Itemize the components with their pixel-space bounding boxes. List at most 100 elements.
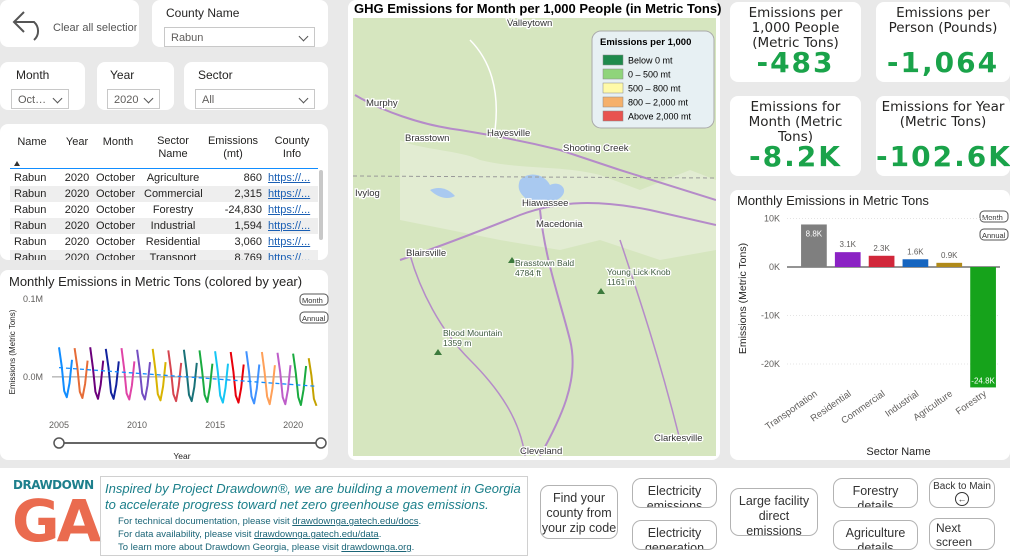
kpi-card: Emissions per Person (Pounds) -1,064 xyxy=(876,2,1010,82)
info-line: For technical documentation, please visi… xyxy=(118,516,421,527)
row-link[interactable]: https://... xyxy=(268,204,311,216)
kpi-card: Emissions for Year (Metric Tons) -102.6K xyxy=(876,96,1010,176)
table-cell: October xyxy=(96,204,136,216)
kpi-value: -1,064 xyxy=(886,46,1000,79)
table-cell: Residential xyxy=(145,236,201,248)
logo-bottom: GA xyxy=(12,487,101,555)
table-cell: Commercial xyxy=(144,188,202,200)
nav-button[interactable]: Back to Main ← xyxy=(929,478,995,508)
month-slicer[interactable]: Month Oct… xyxy=(0,62,85,110)
slicer-dropdown[interactable]: Rabun xyxy=(164,27,315,47)
table-cell: Rabun xyxy=(14,220,47,232)
slicer-dropdown[interactable]: All xyxy=(195,89,315,109)
nav-button[interactable]: Forestry details xyxy=(833,478,918,508)
kpi-label: Emissions for Month (Metric Tons) xyxy=(748,99,843,145)
nav-button[interactable]: Find your county from your zip code xyxy=(540,485,618,539)
row-link[interactable]: https://... xyxy=(268,188,311,200)
button-icon: ➔ xyxy=(962,547,975,550)
slicer-dropdown[interactable]: 2020 xyxy=(107,89,160,109)
column-header: Month xyxy=(102,136,134,148)
slicer-label: Sector xyxy=(198,68,233,82)
footer: DRAWDOWN GA Inspired by Project Drawdown… xyxy=(0,468,1010,556)
table-cell: Forestry xyxy=(152,204,194,216)
table-cell: October xyxy=(96,188,136,200)
table-row xyxy=(10,218,318,234)
table-cell: Rabun xyxy=(14,252,47,260)
info-line: For data availability, please visit draw… xyxy=(118,529,381,540)
scrollbar xyxy=(319,170,323,240)
sort-icon xyxy=(14,161,20,166)
table-row xyxy=(10,186,318,202)
table-cell: October xyxy=(96,236,136,248)
kpi-value: -8.2K xyxy=(749,140,842,173)
info-box: Inspired by Project Drawdown®, we are bu… xyxy=(100,476,528,556)
column-header: Name xyxy=(17,136,47,148)
year-slicer[interactable]: Year 2020 xyxy=(97,62,174,110)
nav-button[interactable]: Next screen➔ xyxy=(929,518,995,550)
clear-button[interactable]: Clear all selection xyxy=(0,0,139,47)
info-link[interactable]: drawdownga.gatech.edu/docs xyxy=(292,516,419,527)
data-table: Name Year Month Sector Name Emissions (mt) Co… xyxy=(0,124,328,260)
kpi-value: -483 xyxy=(756,46,835,79)
column-header: County Info xyxy=(274,135,310,160)
table-cell: 8,769 xyxy=(234,252,262,260)
row-link[interactable]: https://... xyxy=(268,172,311,184)
info-link[interactable]: drawdownga.gatech.edu/data xyxy=(254,529,379,540)
info-link[interactable]: drawdownga.org xyxy=(341,542,412,553)
header-underline xyxy=(10,168,318,169)
nav-button[interactable]: Electricity emissions xyxy=(632,478,717,508)
clear-label: Clear all selection xyxy=(53,22,137,34)
table-row xyxy=(10,170,318,186)
table-cell: Industrial xyxy=(150,220,196,232)
table-row xyxy=(10,250,318,260)
row-link[interactable]: https://... xyxy=(268,236,311,248)
button-label: Next screen xyxy=(936,521,973,549)
table-cell: 2020 xyxy=(64,172,90,184)
info-end: . xyxy=(418,516,422,527)
county-slicer[interactable]: County Name Rabun xyxy=(152,0,328,47)
bar-chart-panel xyxy=(730,190,1010,460)
nav-button[interactable]: Electricity generation xyxy=(632,520,717,550)
info-text: For technical documentation, please visi… xyxy=(118,516,293,527)
table-cell: October xyxy=(96,252,136,260)
table-row xyxy=(10,234,318,250)
kpi-card: Emissions per 1,000 People (Metric Tons)… xyxy=(730,2,861,82)
nav-button[interactable]: Agriculture details xyxy=(833,520,918,550)
info-text: To learn more about Drawdown Georgia, pl… xyxy=(118,542,342,553)
row-link[interactable]: https://... xyxy=(268,220,311,232)
line-chart-panel xyxy=(0,270,328,460)
sector-slicer[interactable]: Sector All xyxy=(184,62,328,110)
table-cell: Transport xyxy=(149,252,197,260)
table-cell: October xyxy=(96,172,136,184)
slicer-label: Year xyxy=(110,68,135,82)
row-link[interactable]: https://... xyxy=(268,252,311,260)
table-cell: 2020 xyxy=(64,236,90,248)
table-cell: 2020 xyxy=(64,188,90,200)
kpi-label: Emissions per Person (Pounds) xyxy=(888,5,998,36)
table-cell: 2020 xyxy=(64,220,90,232)
info-line: To learn more about Drawdown Georgia, pl… xyxy=(118,542,414,553)
column-header: Emissions (mt) xyxy=(207,135,259,160)
button-icon: ← xyxy=(955,492,969,506)
kpi-value: -102.6K xyxy=(876,140,1010,173)
slicer-dropdown[interactable]: Oct… xyxy=(11,89,69,109)
table-cell: 1,594 xyxy=(234,220,262,232)
kpi-label: Emissions per 1,000 People (Metric Tons) xyxy=(748,5,843,51)
map-panel xyxy=(348,0,720,460)
column-header: Year xyxy=(65,136,89,148)
table-cell: 2020 xyxy=(64,252,90,260)
table-cell: Rabun xyxy=(14,172,47,184)
table-cell: Rabun xyxy=(14,236,47,248)
slicer-label: Month xyxy=(16,68,50,82)
nav-button[interactable]: Large facility direct emissions xyxy=(730,488,818,536)
table-cell: -24,830 xyxy=(224,204,262,216)
kpi-label: Emissions for Year (Metric Tons) xyxy=(881,99,1005,130)
table-cell: October xyxy=(96,220,136,232)
logo-top: DRAWDOWN xyxy=(13,478,94,492)
table-cell: 2020 xyxy=(64,204,90,216)
tagline: Inspired by Project Drawdown®, we are bu… xyxy=(105,481,521,512)
kpi-card: Emissions for Month (Metric Tons) -8.2K xyxy=(730,96,861,176)
table-cell: 860 xyxy=(243,172,262,184)
table-row xyxy=(10,202,318,218)
info-end: . xyxy=(411,542,415,553)
